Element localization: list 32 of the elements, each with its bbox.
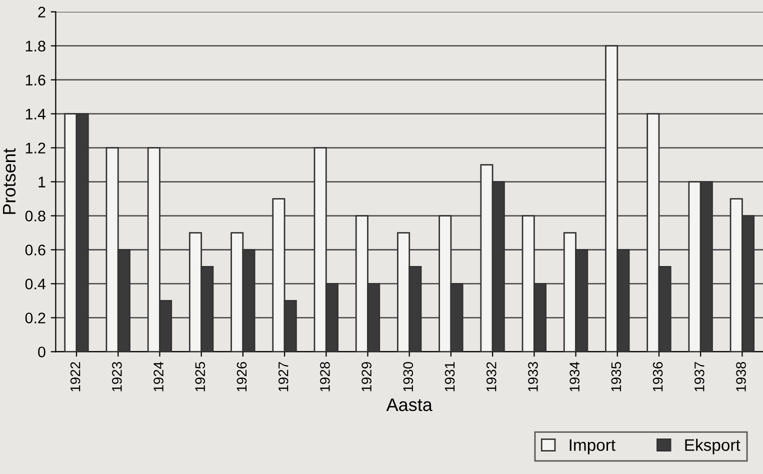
x-axis-title: Aasta	[386, 398, 432, 412]
y-tick-label: 1.2	[26, 142, 46, 154]
x-tick-label: 1936	[652, 362, 663, 392]
y-tick-label: 0.8	[25, 210, 46, 222]
legend-label: Import	[570, 439, 616, 454]
x-tick-label: 1931	[444, 362, 455, 392]
x-tick-label: 1934	[570, 362, 580, 392]
y-tick-label: 0.4	[25, 278, 46, 290]
legend-label: Eksport	[685, 438, 740, 454]
y-tick-label: 0.6	[25, 244, 46, 256]
y-axis-title: Protsent	[3, 148, 16, 214]
x-tick-label: 1925	[195, 362, 206, 392]
x-tick-label: 1930	[403, 362, 414, 392]
x-tick-label: 1924	[154, 362, 164, 392]
x-tick-label: 1932	[486, 362, 496, 392]
x-tick-label: 1926	[236, 362, 247, 392]
x-tick-label: 1933	[528, 362, 538, 392]
x-tick-label: 1938	[736, 362, 746, 392]
y-tick-label: 2	[38, 6, 46, 18]
y-tick-label: 1.8	[26, 40, 46, 52]
y-tick-label: 0	[38, 346, 46, 358]
x-tick-label: 1935	[611, 362, 622, 392]
x-tick-label: 1929	[362, 362, 372, 392]
x-tick-label: 1937	[694, 362, 704, 392]
y-tick-label: 1.4	[26, 108, 46, 120]
x-tick-label: 1928	[320, 362, 330, 392]
y-tick-label: 1.6	[26, 74, 46, 86]
x-tick-label: 1927	[278, 362, 288, 392]
y-tick-label: 0.2	[25, 312, 46, 324]
y-tick-label: 1	[38, 176, 46, 188]
x-tick-label: 1922	[70, 362, 80, 392]
x-tick-label: 1923	[112, 362, 122, 392]
